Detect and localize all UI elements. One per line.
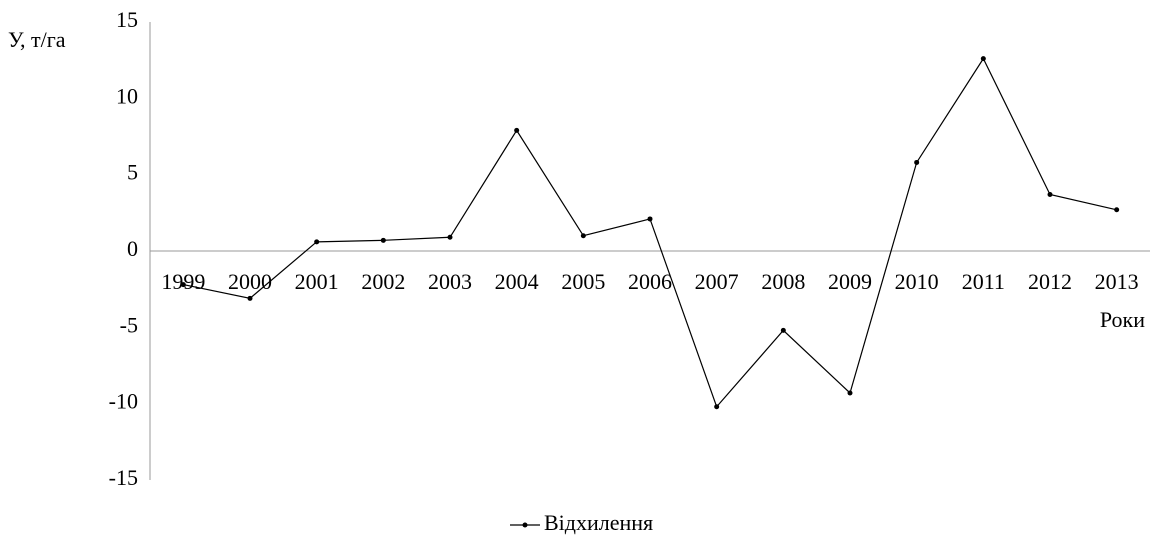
y-axis-label: У, т/га	[8, 27, 66, 52]
y-tick-label: 10	[116, 83, 138, 108]
x-tick-label: 2009	[828, 269, 872, 294]
x-tick-label: 1999	[161, 269, 205, 294]
x-tick-label: 2008	[761, 269, 805, 294]
legend-label: Відхилення	[544, 510, 653, 535]
point	[780, 327, 786, 333]
y-tick-label: -5	[120, 312, 138, 337]
x-tick-label: 2001	[295, 269, 339, 294]
x-tick-label: 2000	[228, 269, 272, 294]
x-axis-label: Роки	[1100, 307, 1145, 332]
point	[580, 233, 586, 239]
x-tick-label: 2011	[962, 269, 1005, 294]
x-tick-label: 2010	[895, 269, 939, 294]
point	[447, 234, 453, 240]
x-tick-label: 2007	[695, 269, 739, 294]
x-tick-label: 2013	[1095, 269, 1139, 294]
x-tick-label: 2003	[428, 269, 472, 294]
y-tick-label: -10	[109, 389, 138, 414]
y-tick-label: -15	[109, 465, 138, 490]
point	[180, 282, 186, 288]
y-tick-label: 15	[116, 7, 138, 32]
point	[914, 159, 920, 165]
line-series	[183, 57, 1117, 408]
point	[247, 295, 253, 301]
point	[380, 237, 386, 243]
point	[1114, 207, 1120, 213]
point	[514, 127, 520, 133]
point	[314, 239, 320, 245]
point	[847, 390, 853, 396]
x-tick-label: 2004	[495, 269, 539, 294]
x-tick-label: 2012	[1028, 269, 1072, 294]
x-tick-label: 2006	[628, 269, 672, 294]
point	[647, 216, 653, 222]
x-tick-label: 2005	[561, 269, 605, 294]
y-tick-label: 5	[127, 160, 138, 185]
point	[1047, 192, 1053, 198]
legend-marker	[522, 522, 528, 528]
y-tick-label: 0	[127, 236, 138, 261]
point	[714, 404, 720, 410]
point	[980, 56, 986, 62]
x-tick-label: 2002	[361, 269, 405, 294]
